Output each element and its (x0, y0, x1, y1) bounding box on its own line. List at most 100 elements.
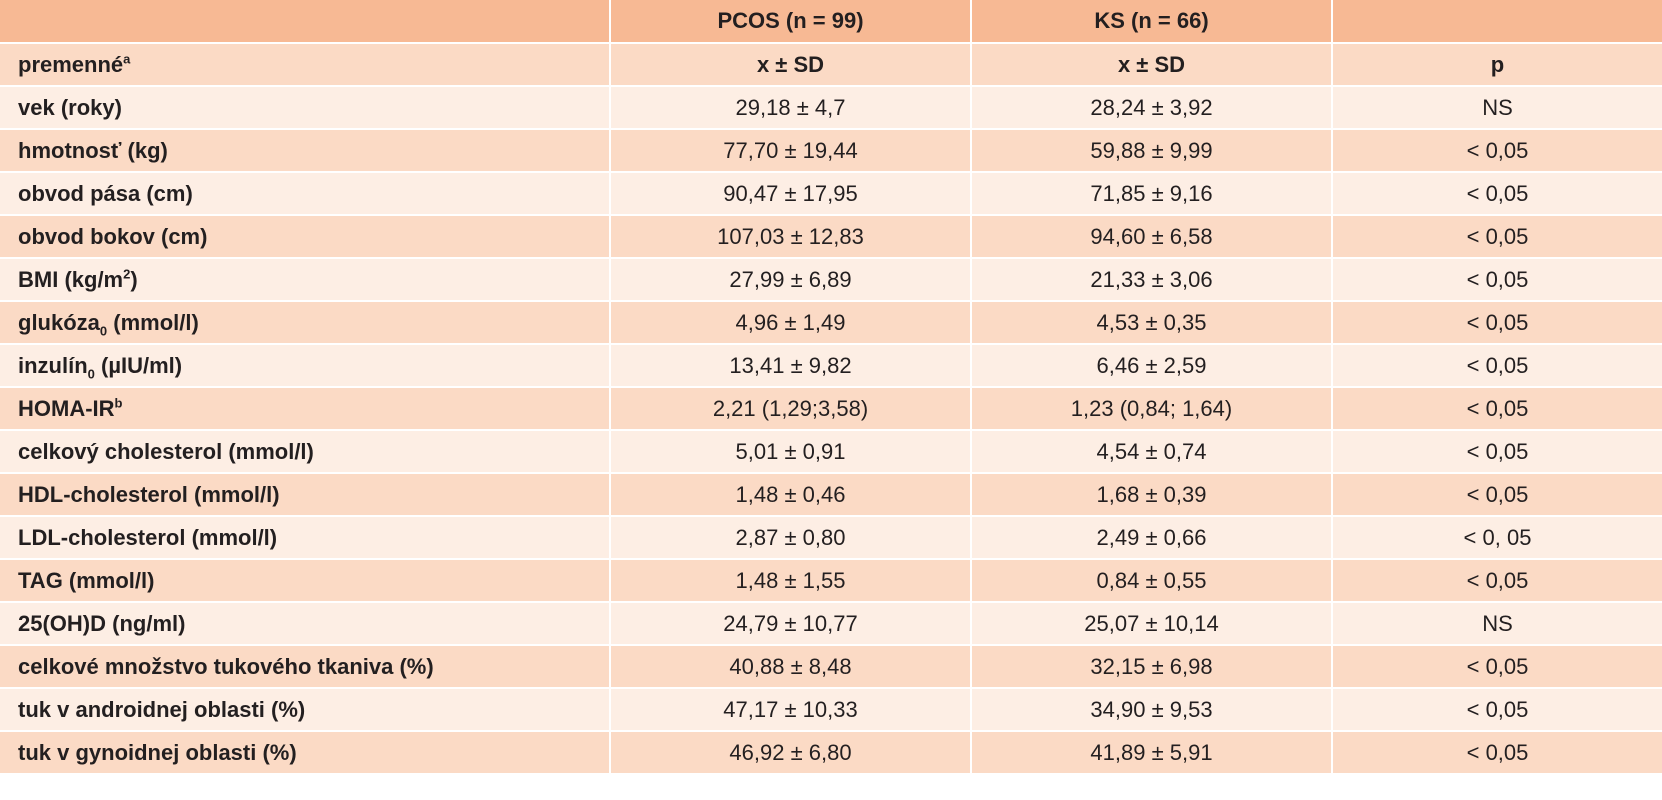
superscript: 2 (123, 266, 131, 282)
ks-value: 4,54 ± 0,74 (971, 430, 1333, 474)
pcos-value: 4,96 ± 1,49 (610, 301, 972, 345)
p-value: < 0,05 (1332, 258, 1662, 302)
pcos-value: 1,48 ± 0,46 (610, 473, 972, 517)
variable-label: hmotnosť (kg) (0, 129, 611, 173)
table-row: tuk v androidnej oblasti (%) 47,17 ± 10,3… (0, 688, 1662, 732)
pcos-value: 107,03 ± 12,83 (610, 215, 972, 259)
variable-label: vek (roky) (0, 86, 611, 130)
table-row: HDL-cholesterol (mmol/l) 1,48 ± 0,46 1,68 … (0, 473, 1662, 517)
variable-label: tuk v gynoidnej oblasti (%) (0, 731, 611, 775)
pcos-value: 1,48 ± 1,55 (610, 559, 972, 603)
variable-label: HDL-cholesterol (mmol/l) (0, 473, 611, 517)
ks-value: 25,07 ± 10,14 (971, 602, 1333, 646)
variable-label: glukóza0 (mmol/l) (0, 301, 611, 345)
subscript: 0 (87, 365, 95, 381)
variable-label-text: LDL-cholesterol (mmol/l) (18, 524, 278, 550)
variable-label: tuk v androidnej oblasti (%) (0, 688, 611, 732)
variable-label-text: TAG (mmol/l) (18, 567, 155, 593)
table-row: inzulín0 (µIU/ml) 13,41 ± 9,82 6,46 ± 2,59… (0, 344, 1662, 388)
header-empty-cell (1332, 0, 1662, 44)
pcos-value: 2,21 (1,29;3,58) (610, 387, 972, 431)
p-value: < 0, 05 (1332, 516, 1662, 560)
ks-value: 2,49 ± 0,66 (971, 516, 1333, 560)
data-table: PCOS (n = 99) KS (n = 66) premennéa x ± … (0, 0, 1662, 775)
p-value: < 0,05 (1332, 430, 1662, 474)
pcos-value: 77,70 ± 19,44 (610, 129, 972, 173)
table-row: hmotnosť (kg) 77,70 ± 19,44 59,88 ± 9,99 < … (0, 129, 1662, 173)
ks-value: 0,84 ± 0,55 (971, 559, 1333, 603)
p-value: < 0,05 (1332, 387, 1662, 431)
header-row: PCOS (n = 99) KS (n = 66) (0, 0, 1662, 44)
subheader-variables: premennéa (0, 43, 611, 87)
p-value: < 0,05 (1332, 172, 1662, 216)
pcos-value: 13,41 ± 9,82 (610, 344, 972, 388)
pcos-value: 24,79 ± 10,77 (610, 602, 972, 646)
p-value: < 0,05 (1332, 215, 1662, 259)
variable-label-text: BMI (kg/m (18, 266, 124, 292)
table-row: obvod bokov (cm) 107,03 ± 12,83 94,60 ± 6,… (0, 215, 1662, 259)
p-value: < 0,05 (1332, 473, 1662, 517)
header-pcos-group: PCOS (n = 99) (610, 0, 972, 44)
variable-label: celkový cholesterol (mmol/l) (0, 430, 611, 474)
header-empty-cell (0, 0, 611, 44)
table-row: glukóza0 (mmol/l) 4,96 ± 1,49 4,53 ± 0,35 <… (0, 301, 1662, 345)
variable-label-text: hmotnosť (kg) (18, 137, 168, 163)
ks-value: 4,53 ± 0,35 (971, 301, 1333, 345)
p-value: < 0,05 (1332, 645, 1662, 689)
pcos-value: 46,92 ± 6,80 (610, 731, 972, 775)
ks-value: 1,23 (0,84; 1,64) (971, 387, 1333, 431)
table-row: celkové množstvo tukového tkaniva (%) 40,… (0, 645, 1662, 689)
ks-value: 41,89 ± 5,91 (971, 731, 1333, 775)
variable-label-text: tuk v androidnej oblasti (%) (18, 696, 306, 722)
p-value: < 0,05 (1332, 301, 1662, 345)
subheader-p-value: p (1332, 43, 1662, 87)
p-value: < 0,05 (1332, 731, 1662, 775)
variable-label-text: glukóza (18, 309, 100, 335)
table-row: 25(OH)D (ng/ml) 24,79 ± 10,77 25,07 ± 10,1… (0, 602, 1662, 646)
variable-label-text: HDL-cholesterol (mmol/l) (18, 481, 280, 507)
superscript: b (114, 395, 123, 411)
subheader-ks-stat: x ± SD (971, 43, 1333, 87)
footnote-marker: a (123, 51, 131, 67)
subheader-variables-label: premenné (18, 51, 124, 77)
variable-label-text: celkový cholesterol (mmol/l) (18, 438, 314, 464)
p-value: < 0,05 (1332, 344, 1662, 388)
ks-value: 94,60 ± 6,58 (971, 215, 1333, 259)
table-row: LDL-cholesterol (mmol/l) 2,87 ± 0,80 2,49 … (0, 516, 1662, 560)
pcos-value: 90,47 ± 17,95 (610, 172, 972, 216)
table-row: HOMA-IRb 2,21 (1,29;3,58) 1,23 (0,84; 1,64… (0, 387, 1662, 431)
variable-label: 25(OH)D (ng/ml) (0, 602, 611, 646)
ks-value: 6,46 ± 2,59 (971, 344, 1333, 388)
variable-label: HOMA-IRb (0, 387, 611, 431)
table-row: obvod pása (cm) 90,47 ± 17,95 71,85 ± 9,16… (0, 172, 1662, 216)
pcos-value: 40,88 ± 8,48 (610, 645, 972, 689)
ks-value: 28,24 ± 3,92 (971, 86, 1333, 130)
variable-label: obvod bokov (cm) (0, 215, 611, 259)
subheader-pcos-stat: x ± SD (610, 43, 972, 87)
pcos-value: 5,01 ± 0,91 (610, 430, 972, 474)
table-row: TAG (mmol/l) 1,48 ± 1,55 0,84 ± 0,55 < 0,05 (0, 559, 1662, 603)
table-row: vek (roky) 29,18 ± 4,7 28,24 ± 3,92 NS (0, 86, 1662, 130)
header-ks-group: KS (n = 66) (971, 0, 1333, 44)
table-row: celkový cholesterol (mmol/l) 5,01 ± 0,91 4… (0, 430, 1662, 474)
ks-value: 1,68 ± 0,39 (971, 473, 1333, 517)
pcos-value: 47,17 ± 10,33 (610, 688, 972, 732)
pcos-value: 27,99 ± 6,89 (610, 258, 972, 302)
p-value: NS (1332, 86, 1662, 130)
variable-label-unit: (µIU/ml) (94, 352, 183, 378)
variable-label-text: obvod bokov (cm) (18, 223, 208, 249)
variable-label: celkové množstvo tukového tkaniva (%) (0, 645, 611, 689)
variable-label: LDL-cholesterol (mmol/l) (0, 516, 611, 560)
variable-label: TAG (mmol/l) (0, 559, 611, 603)
subheader-row: premennéa x ± SD x ± SD p (0, 43, 1662, 87)
ks-value: 71,85 ± 9,16 (971, 172, 1333, 216)
variable-label-text: inzulín (18, 352, 88, 378)
variable-label-text: 25(OH)D (ng/ml) (18, 610, 186, 636)
pcos-value: 29,18 ± 4,7 (610, 86, 972, 130)
p-value: < 0,05 (1332, 559, 1662, 603)
ks-value: 34,90 ± 9,53 (971, 688, 1333, 732)
variable-label-text: celkové množstvo tukového tkaniva (%) (18, 653, 434, 679)
variable-label: BMI (kg/m2) (0, 258, 611, 302)
variable-label: obvod pása (cm) (0, 172, 611, 216)
variable-label-text: tuk v gynoidnej oblasti (%) (18, 739, 297, 765)
